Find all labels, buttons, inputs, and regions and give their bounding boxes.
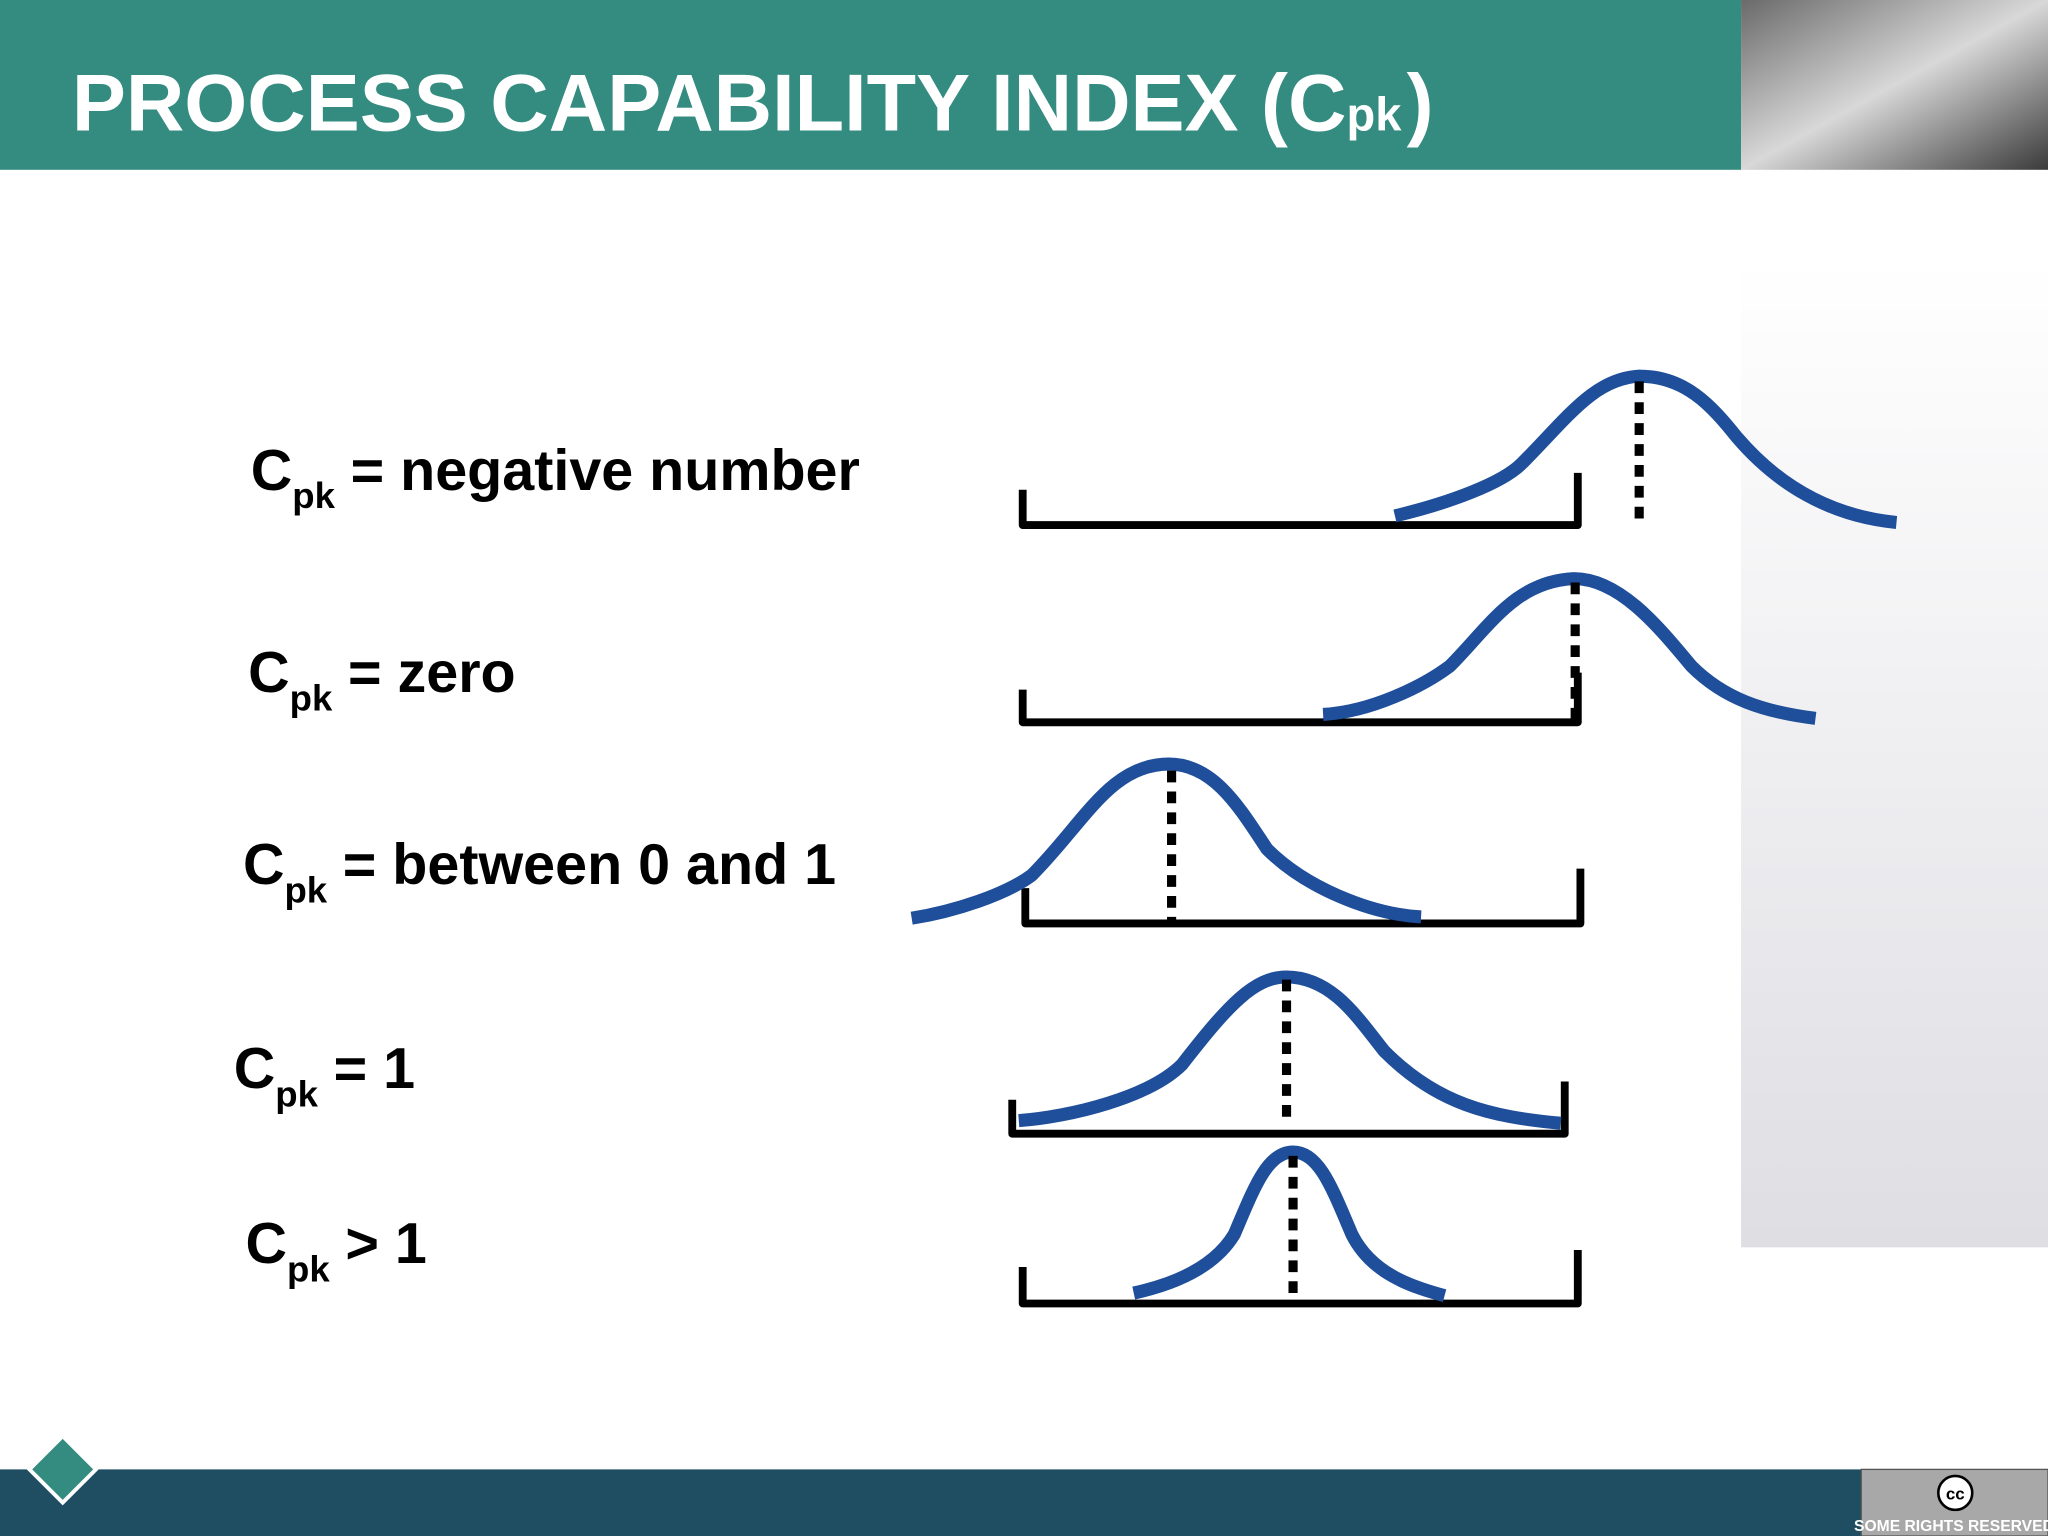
symbol: C	[251, 439, 293, 503]
distribution-curve	[1393, 369, 1898, 529]
condition: > 1	[345, 1212, 426, 1276]
symbol: C	[246, 1212, 288, 1276]
footer-bar	[0, 1469, 2048, 1536]
spec-limits	[1018, 472, 1582, 529]
spec-limits	[1021, 868, 1585, 928]
spec-limits	[1018, 1249, 1582, 1308]
row-label: Cpk > 1	[246, 1212, 427, 1289]
condition: = negative number	[351, 439, 860, 503]
title-end: )	[1407, 59, 1434, 149]
title-subscript: pk	[1347, 88, 1403, 141]
condition: = zero	[348, 641, 516, 705]
row-label: Cpk = zero	[248, 641, 516, 718]
row-label: Cpk = 1	[234, 1037, 415, 1114]
distribution-diagrams	[910, 369, 1898, 1308]
footer-diamond	[26, 1433, 99, 1506]
row-label: Cpk = negative number	[251, 439, 860, 516]
distribution-curve	[1018, 970, 1562, 1130]
cc-circle	[1936, 1474, 1974, 1512]
header-bar	[0, 0, 1742, 170]
symbol: C	[243, 833, 285, 897]
row-label: Cpk = between 0 and 1	[243, 833, 836, 910]
title-main: PROCESS CAPABILITY INDEX (C	[72, 59, 1347, 149]
header-image	[1741, 0, 2048, 170]
cc-icon: cc	[1946, 1484, 1965, 1503]
condition: = 1	[334, 1037, 415, 1101]
condition: = between 0 and 1	[343, 833, 836, 897]
symbol: C	[248, 641, 290, 705]
row-labels: Cpk = negative number Cpk = zero Cpk = betwee…	[234, 439, 860, 1290]
subscript: pk	[287, 1248, 330, 1289]
side-panel	[1741, 261, 2048, 1248]
symbol: C	[234, 1037, 275, 1101]
subscript: pk	[284, 870, 327, 911]
subscript: pk	[275, 1073, 318, 1114]
badge-text: SOME RIGHTS RESERVED	[1854, 1518, 2048, 1535]
distribution-curve	[1132, 1145, 1447, 1302]
subscript: pk	[292, 475, 335, 516]
distribution-curve	[910, 757, 1422, 925]
spec-limits	[1008, 1081, 1569, 1138]
subscript: pk	[290, 678, 333, 719]
distribution-curve	[1322, 572, 1817, 725]
title: PROCESS CAPABILITY INDEX (Cpk)	[72, 59, 1434, 149]
